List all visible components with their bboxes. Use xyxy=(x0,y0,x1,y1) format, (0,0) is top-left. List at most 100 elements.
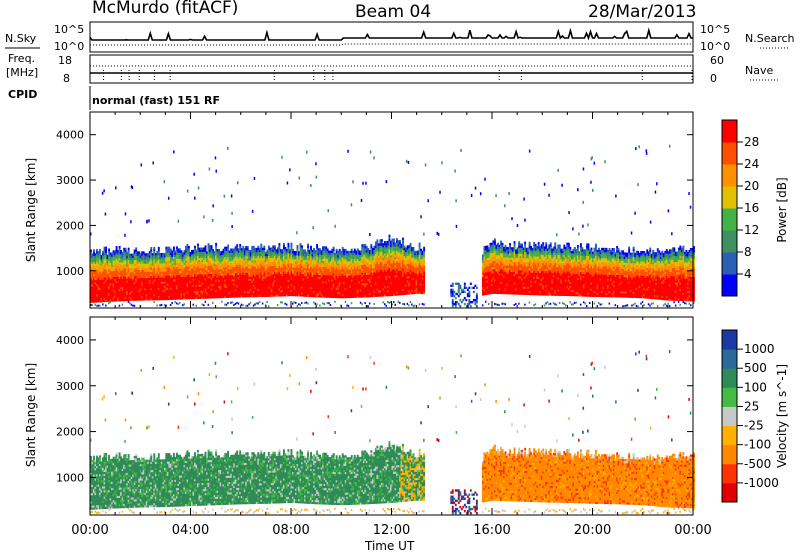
power-cell xyxy=(319,287,322,290)
power-cell xyxy=(385,247,388,250)
power-cell xyxy=(370,272,373,275)
power-cell xyxy=(100,281,103,284)
power-cell xyxy=(275,271,278,275)
power-cell xyxy=(151,291,154,295)
power-cell xyxy=(367,280,370,284)
power-cell xyxy=(285,257,288,260)
power-cell xyxy=(103,285,106,288)
power-cell xyxy=(153,265,156,268)
power-cell xyxy=(124,260,127,263)
power-cell xyxy=(150,285,153,289)
power-cell xyxy=(210,271,213,274)
power-cell xyxy=(311,266,314,269)
power-cell xyxy=(139,288,142,291)
power-cell xyxy=(338,253,341,256)
power-cell xyxy=(169,273,172,276)
power-cell xyxy=(332,285,335,288)
power-cell xyxy=(239,293,242,296)
power-cell xyxy=(209,261,211,264)
power-cell xyxy=(127,292,130,295)
power-cell xyxy=(194,296,196,300)
power-cell xyxy=(203,251,205,254)
power-cell xyxy=(361,295,364,298)
power-cell xyxy=(373,266,376,269)
power-cell xyxy=(328,283,331,286)
power-cell xyxy=(371,292,374,296)
power-cell xyxy=(219,295,222,299)
power-cell xyxy=(276,277,279,281)
power-cell xyxy=(233,293,236,296)
power-cell xyxy=(114,266,117,269)
power-cell xyxy=(382,277,385,281)
power-cell xyxy=(340,281,343,284)
power-cell xyxy=(285,287,288,291)
power-cell xyxy=(154,263,157,266)
power-cell xyxy=(90,300,92,303)
power-cell xyxy=(239,270,242,273)
power-cell xyxy=(263,261,266,265)
power-cell xyxy=(180,284,183,288)
freq-panel-frame xyxy=(89,54,694,84)
power-cell xyxy=(187,250,190,253)
power-cell xyxy=(215,255,218,258)
power-cell xyxy=(380,275,383,279)
power-cell xyxy=(376,284,379,287)
power-cell xyxy=(237,270,240,274)
cpid-label: CPID xyxy=(8,88,37,101)
power-cell xyxy=(358,256,361,259)
power-cell xyxy=(263,272,266,275)
power-cell xyxy=(120,256,123,259)
power-cell xyxy=(163,303,166,306)
power-cell xyxy=(157,255,160,258)
power-cell xyxy=(249,284,252,288)
power-cell xyxy=(254,280,257,283)
power-cell xyxy=(127,288,130,291)
power-cell xyxy=(237,282,240,286)
power-cell xyxy=(322,287,325,290)
power-cell xyxy=(165,273,168,276)
power-cell xyxy=(117,286,120,290)
power-cell xyxy=(331,256,334,260)
power-cell xyxy=(290,256,293,260)
power-cell xyxy=(153,253,156,256)
power-cell xyxy=(151,277,154,280)
power-cell xyxy=(124,292,127,296)
power-cell xyxy=(373,257,376,261)
power-cell xyxy=(96,289,98,293)
power-cell xyxy=(181,282,184,286)
power-cell xyxy=(163,269,166,272)
power-cell xyxy=(181,268,184,271)
power-cell xyxy=(123,296,126,300)
power-cell xyxy=(326,270,329,274)
power-cell xyxy=(123,276,126,279)
power-cell xyxy=(135,267,138,271)
power-cell xyxy=(198,292,201,295)
power-cell xyxy=(130,290,133,293)
power-cell xyxy=(189,274,192,277)
power-cell xyxy=(251,286,254,290)
power-cell xyxy=(377,274,380,277)
power-cell xyxy=(141,265,144,268)
power-cell xyxy=(160,261,163,264)
power-cell xyxy=(120,268,123,271)
power-cell xyxy=(219,281,222,284)
power-cell xyxy=(278,277,281,281)
power-cell xyxy=(178,268,181,272)
power-cell xyxy=(361,293,364,296)
power-cell xyxy=(337,291,340,295)
power-cell xyxy=(284,271,287,274)
power-cell xyxy=(212,271,215,274)
power-cell xyxy=(325,289,328,292)
power-cell xyxy=(184,274,187,277)
power-cell xyxy=(218,283,221,286)
power-cell xyxy=(189,290,192,294)
power-cell xyxy=(154,271,157,274)
power-cell xyxy=(365,262,368,265)
power-cell xyxy=(121,294,124,298)
power-cell xyxy=(314,286,317,290)
power-cell xyxy=(323,287,326,290)
power-cell xyxy=(210,257,213,260)
power-cell xyxy=(94,288,97,291)
power-cell xyxy=(203,278,205,281)
power-cell xyxy=(162,277,165,280)
